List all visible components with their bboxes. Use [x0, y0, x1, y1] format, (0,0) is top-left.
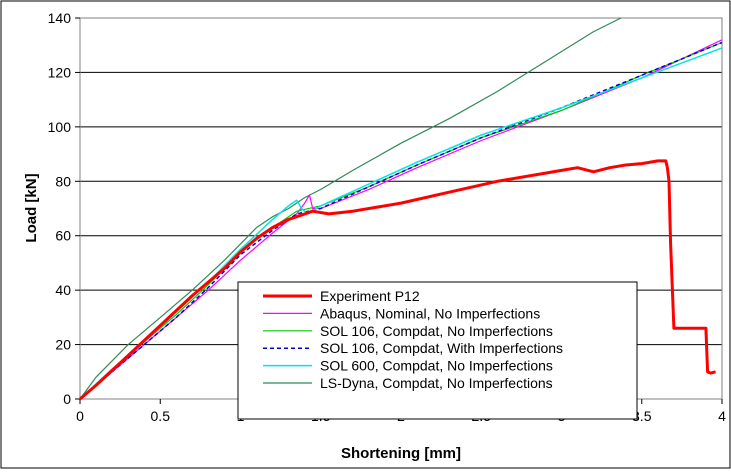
y-tick-label: 140 [48, 10, 72, 26]
y-tick-label: 40 [55, 282, 71, 298]
x-tick-label: 0 [76, 408, 84, 424]
series-line-6 [79, 17, 622, 400]
legend-label: SOL 106, Compdat, No Imperfections [320, 323, 553, 339]
series-line-1 [79, 159, 716, 401]
y-tick-label: 100 [48, 119, 72, 135]
x-tick-label: 0.5 [151, 408, 171, 424]
legend-label: Abaqus, Nominal, No Imperfections [320, 305, 540, 321]
data-series [79, 17, 723, 401]
y-tick-label: 20 [55, 337, 71, 353]
y-tick-label: 120 [48, 64, 72, 80]
legend-box [237, 281, 638, 420]
y-tick-label: 0 [63, 391, 71, 407]
legend-label: SOL 600, Compdat, No Imperfections [320, 358, 553, 374]
legend-label: LS-Dyna, Compdat, No Imperfections [320, 375, 553, 391]
y-axis-title: Load [kN] [23, 173, 40, 242]
legend-label: SOL 106, Compdat, With Imperfections [320, 340, 563, 356]
x-tick-label: 4 [718, 408, 726, 424]
series-line-4 [79, 41, 723, 400]
y-tick-label: 60 [55, 228, 71, 244]
x-axis-title: Shortening [mm] [341, 445, 461, 462]
legend-label: Experiment P12 [320, 288, 420, 304]
y-tick-label: 80 [55, 173, 71, 189]
